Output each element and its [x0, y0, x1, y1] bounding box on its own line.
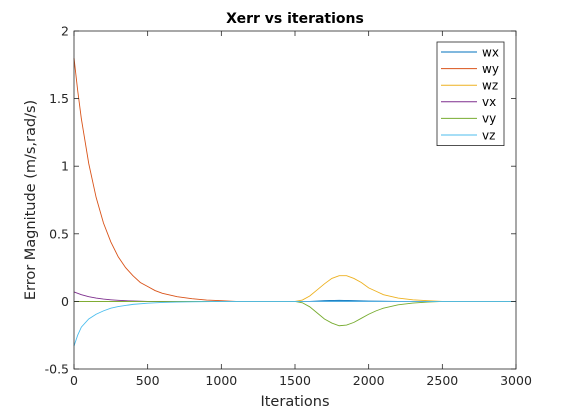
legend-label-wy: wy	[482, 62, 499, 76]
x-tick-label: 2000	[353, 373, 385, 388]
x-tick-label: 0	[70, 373, 78, 388]
y-tick-label: 0.5	[49, 226, 69, 241]
x-tick-label: 3000	[500, 373, 532, 388]
x-tick-label: 2500	[426, 373, 458, 388]
legend-box	[436, 41, 505, 146]
y-tick-label: 2	[61, 24, 69, 39]
legend-label-vy: vy	[482, 112, 496, 126]
legend: wx wy wz vx vy vz	[436, 41, 505, 146]
legend-label-wz: wz	[482, 79, 498, 93]
x-tick-label: 1000	[205, 373, 237, 388]
series-line-wy	[73, 57, 516, 302]
legend-label-vx: vx	[482, 95, 496, 109]
series-line-wz	[74, 275, 516, 302]
y-axis-title: Error Magnitude (m/s,rad/s)	[23, 100, 39, 300]
y-tick-label: 1.5	[49, 91, 69, 106]
y-tick-label: 0	[61, 294, 69, 309]
chart-title: Xerr vs iterations	[226, 11, 364, 27]
series-layer	[73, 57, 516, 347]
x-tick-label: 1500	[279, 373, 311, 388]
legend-label-vz: vz	[482, 128, 495, 142]
legend-label-wx: wx	[482, 45, 499, 59]
series-line-vz	[73, 300, 516, 347]
axes-layer: 0 500 1000 1500 2000 2500 3000-0.500.511.52	[45, 24, 532, 389]
x-tick-label: 500	[136, 373, 160, 388]
series-line-vy	[74, 300, 516, 327]
x-axis-title: Iterations	[260, 394, 329, 410]
y-tick-label: 1	[61, 159, 69, 174]
y-tick-label: -0.5	[45, 362, 69, 377]
